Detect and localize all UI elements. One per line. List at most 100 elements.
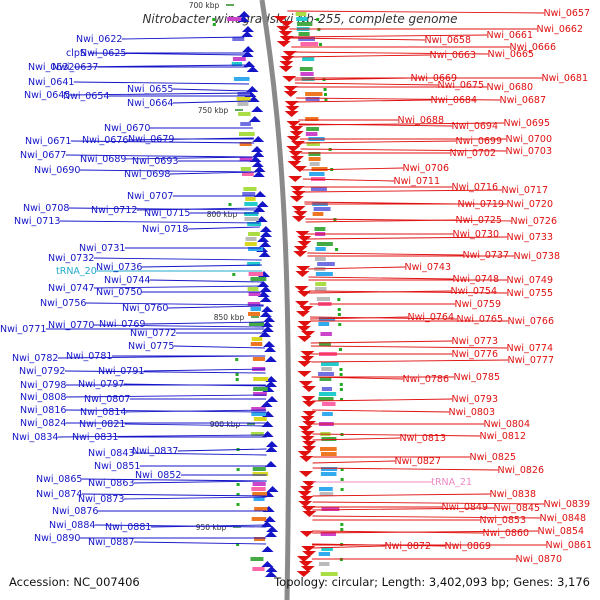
leader-line [89, 52, 247, 56]
scale-tick-label: 700 kbp [189, 1, 220, 10]
gene-label-minus: Nwi_0637 [52, 62, 98, 73]
gene-label-plus: Nwi_0860 [483, 528, 529, 539]
plus-strand-gene-arrow [280, 56, 295, 62]
minus-strand-gene-arrow [266, 486, 279, 492]
plus-strand-gene-arrow [298, 381, 313, 387]
gene-label-plus: Nwi_0748 [453, 274, 499, 285]
function-block [321, 437, 337, 441]
gene-label-minus: Nwi_0622 [76, 34, 122, 45]
gene-label-plus: Nwi_0657 [544, 8, 590, 19]
leader-line [291, 51, 489, 55]
leader-line [312, 543, 446, 547]
gene-label-plus: Nwi_0681 [542, 73, 588, 84]
leader-line [125, 409, 267, 413]
plus-strand-gene-arrow [276, 26, 291, 32]
plus-strand-gene-arrow [302, 446, 317, 452]
gene-label-plus: Nwi_0743 [405, 262, 451, 273]
marker-dot [232, 273, 236, 276]
gene-label-minus: Nwi_0851 [94, 461, 140, 472]
gene-label-plus: Nwi_0680 [487, 82, 533, 93]
minus-strand-gene-arrow [266, 526, 279, 532]
plus-strand-gene-arrow [295, 271, 310, 277]
gene-label-minus: Nwi_0750 [96, 287, 142, 298]
function-block [237, 92, 251, 96]
function-block [240, 122, 251, 126]
gene-label-minus: Nwi_0655 [127, 84, 173, 95]
gene-label-plus: Nwi_0687 [500, 95, 546, 106]
marker-dot [340, 528, 344, 531]
plus-strand-gene-arrow [284, 101, 299, 107]
marker-dot [212, 23, 216, 26]
leader-line [287, 10, 545, 14]
leader-line [68, 207, 259, 211]
marker-dot [337, 308, 341, 311]
gene-label-plus: Nwi_0665 [488, 49, 534, 60]
minus-strand-gene-arrow [249, 156, 262, 162]
marker-dot [236, 493, 240, 496]
plus-strand-gene-arrow [300, 351, 315, 357]
gene-label-plus: Nwi_0663 [430, 50, 476, 61]
function-block [245, 197, 256, 201]
gene-label-minus: Nwi_0715 [144, 208, 190, 219]
minus-strand-gene-arrow [260, 231, 273, 237]
function-block [248, 247, 264, 251]
leader-line [302, 178, 395, 182]
gene-label-minus: Nwi_0798 [20, 380, 66, 391]
leader-line [312, 515, 541, 519]
gene-label-minus: Nwi_0887 [88, 537, 134, 548]
leader-line [167, 305, 264, 309]
minus-strand-gene-arrow [264, 381, 277, 387]
gene-label-minus: Nwi_0816 [20, 405, 66, 416]
minus-strand-gene-arrow [238, 11, 251, 17]
scale-tick-label: 900 kbp [210, 420, 241, 429]
gene-label-plus: Nwi_0749 [507, 275, 553, 286]
function-block [320, 447, 337, 451]
function-block [302, 57, 315, 61]
function-block [322, 402, 336, 406]
plus-strand-gene-arrow [279, 21, 294, 27]
minus-strand-gene-arrow [259, 226, 272, 232]
gene-label-minus: Nwi_0707 [127, 191, 173, 202]
function-block [309, 162, 320, 166]
scale-tick-label: 800 kbp [207, 210, 238, 219]
gene-label-minus: Nwi_0732 [48, 253, 94, 264]
gene-label-minus: Nwi_0890 [34, 533, 80, 544]
minus-strand-gene-arrow [259, 286, 272, 292]
plus-strand-gene-arrow [297, 241, 312, 247]
minus-strand-gene-arrow [261, 561, 274, 567]
leader-line [303, 189, 503, 193]
function-block [320, 472, 337, 476]
function-block [247, 222, 262, 226]
leader-line [294, 77, 412, 81]
minus-strand-gene-arrow [259, 241, 272, 247]
gene-label-minus: Nwi_0744 [104, 275, 150, 286]
function-block [316, 297, 330, 301]
function-block [314, 257, 326, 261]
minus-strand-gene-arrow [263, 516, 276, 522]
leader-line [312, 507, 495, 511]
minus-strand-gene-arrow [256, 201, 269, 207]
minus-strand-gene-arrow [246, 86, 259, 92]
marker-dot [339, 373, 343, 376]
gene-label-minus: Nwi_0769 [99, 319, 145, 330]
scale-tick-label: 950 kbp [196, 523, 227, 532]
minus-strand-gene-arrow [243, 61, 256, 67]
function-block [298, 32, 310, 36]
gene-label-plus: Nwi_0717 [502, 185, 548, 196]
function-block [320, 467, 338, 471]
function-block [239, 142, 252, 146]
gene-label-plus: Nwi_0774 [507, 343, 553, 354]
marker-dot [324, 98, 328, 101]
function-block [318, 322, 330, 326]
function-block [300, 42, 319, 46]
function-block [237, 102, 249, 106]
gene-label-plus: Nwi_0658 [425, 35, 471, 46]
minus-strand-gene-arrow [261, 321, 274, 327]
leader-line [177, 448, 267, 452]
function-block [236, 97, 251, 101]
marker-dot [323, 88, 327, 91]
gene-label-minus: Nwi_0713 [14, 216, 60, 227]
leader-line [310, 340, 453, 344]
minus-strand-gene-arrow [265, 441, 278, 447]
function-block [239, 157, 253, 161]
